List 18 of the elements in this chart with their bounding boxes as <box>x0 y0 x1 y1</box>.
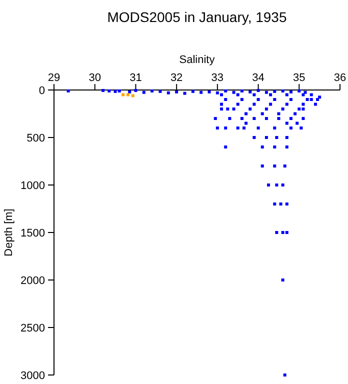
x-tick-label: 32 <box>170 72 183 84</box>
x-tick-label: 34 <box>252 72 264 84</box>
y-axis-title: Depth [m] <box>3 208 15 256</box>
x-tick-label: 30 <box>88 72 101 84</box>
chart-title: MODS2005 in January, 1935 <box>107 9 287 25</box>
y-tick-label: 500 <box>26 132 45 144</box>
y-tick-label: 2000 <box>20 274 45 287</box>
x-tick-label: 35 <box>293 72 306 84</box>
x-tick-label: 29 <box>48 72 60 84</box>
y-tick-label: 3000 <box>20 370 45 382</box>
y-tick-label: 1500 <box>20 227 45 240</box>
x-tick-label: 33 <box>211 72 224 84</box>
x-tick-label: 36 <box>334 72 346 84</box>
x-axis-title: Salinity <box>179 54 216 66</box>
y-tick-label: 0 <box>38 84 45 97</box>
y-tick-label: 2500 <box>20 322 45 334</box>
y-tick-label: 1000 <box>20 180 45 192</box>
x-tick-label: 31 <box>130 72 142 84</box>
